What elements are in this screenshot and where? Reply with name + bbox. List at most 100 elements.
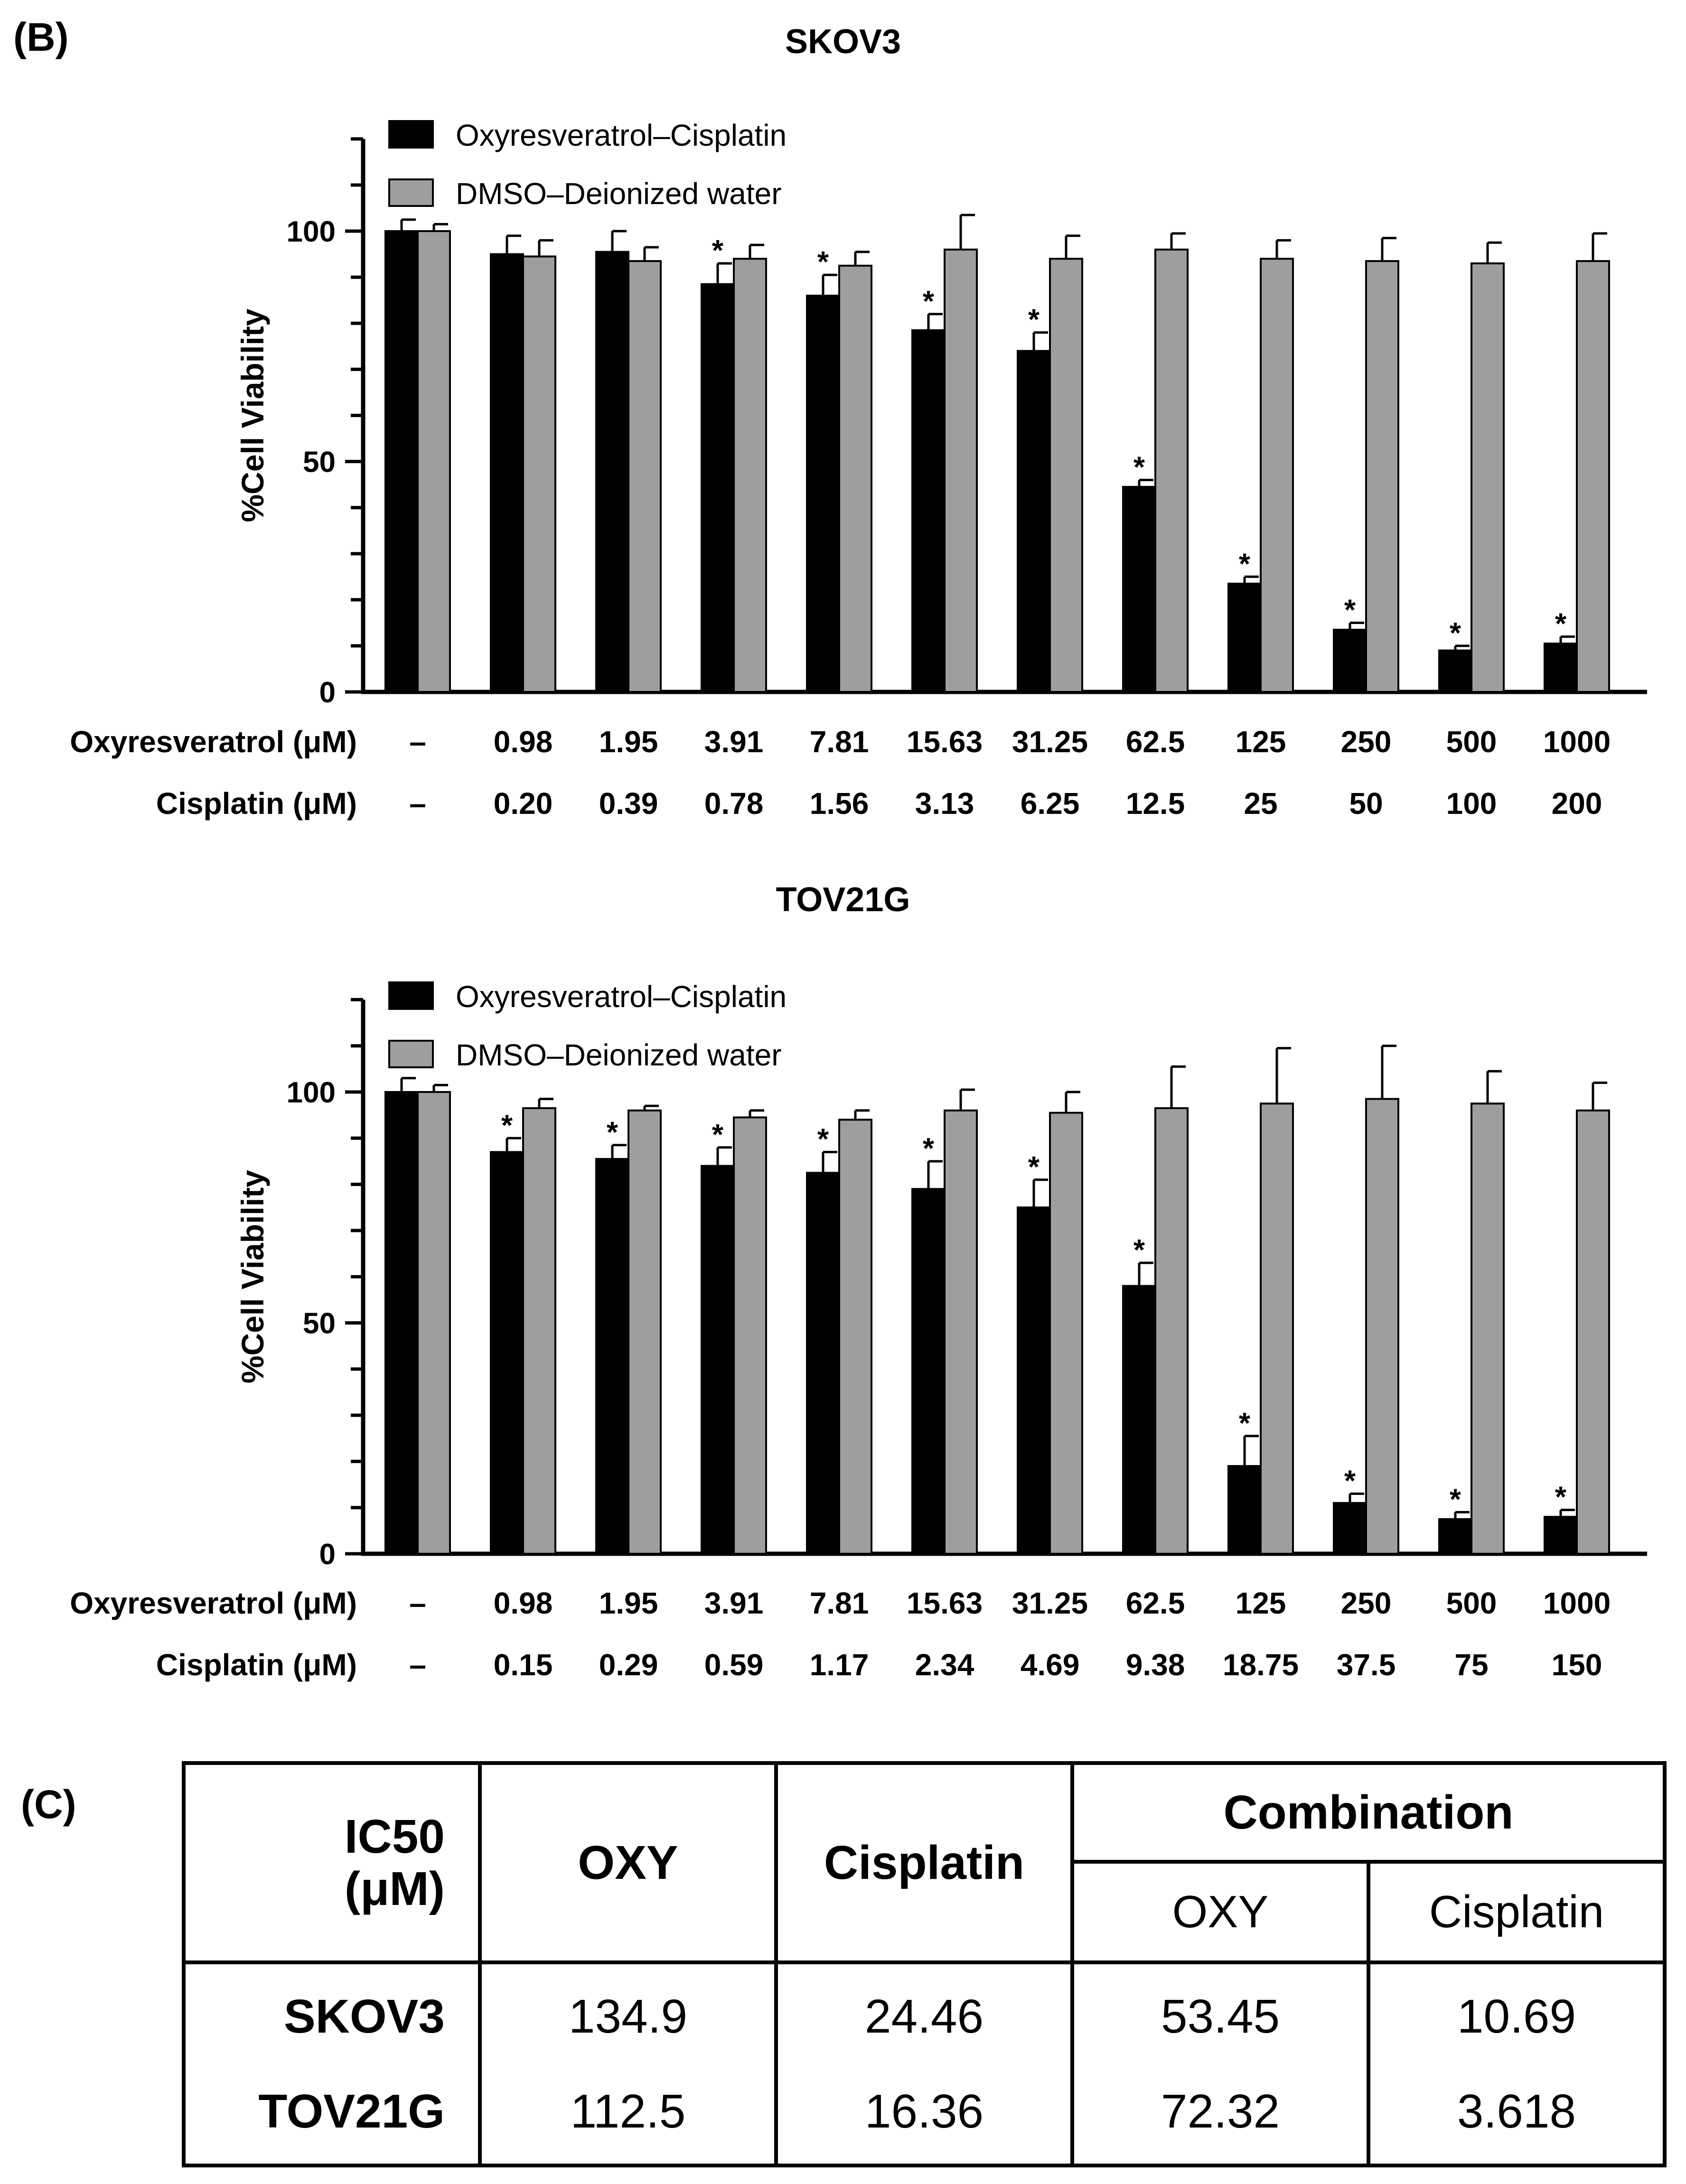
cisplatin-dose-label: 3.13 bbox=[915, 786, 974, 821]
significance-asterisk: * bbox=[712, 1119, 724, 1151]
cisplatin-dose-label: 1.17 bbox=[810, 1648, 869, 1682]
y-tick-label: 0 bbox=[319, 1538, 336, 1571]
bar-combination bbox=[384, 1091, 419, 1555]
bar-control bbox=[838, 264, 872, 693]
ic50-cell: 24.46 bbox=[774, 1960, 1074, 2064]
bar-control bbox=[944, 248, 978, 693]
bar-combination bbox=[1438, 1518, 1472, 1555]
cisplatin-dose-label: 2.34 bbox=[915, 1648, 974, 1682]
bar-combination bbox=[701, 283, 735, 693]
oxy-dose-label: 125 bbox=[1236, 1586, 1286, 1620]
bar-combination bbox=[1544, 643, 1578, 693]
bar-control bbox=[1260, 258, 1294, 693]
oxy-dose-label: 1000 bbox=[1543, 1586, 1611, 1620]
bar-combination bbox=[1544, 1516, 1578, 1555]
ic50-row-label: TOV21G bbox=[182, 2064, 482, 2167]
bar-control bbox=[1154, 248, 1189, 693]
cisplatin-row-label: Cisplatin (μM) bbox=[156, 1648, 357, 1682]
bar-control bbox=[417, 1091, 451, 1555]
significance-asterisk: * bbox=[1133, 451, 1145, 484]
cisplatin-dose-label: 37.5 bbox=[1337, 1648, 1396, 1682]
oxy-dose-label: 7.81 bbox=[810, 725, 869, 759]
ic50-corner-line2: (μM) bbox=[344, 1862, 445, 1915]
y-tick-label: 50 bbox=[303, 1307, 336, 1340]
significance-asterisk: * bbox=[1450, 1483, 1461, 1516]
bar-control bbox=[628, 1109, 662, 1555]
ic50-sub-oxy: OXY bbox=[1070, 1860, 1370, 1964]
bar-combination bbox=[1017, 1206, 1051, 1555]
ic50-table: IC50 (μM) OXY Cisplatin Combination OXY … bbox=[182, 1761, 1667, 2167]
ic50-cell: 134.9 bbox=[478, 1960, 778, 2064]
legend-label-series-2: DMSO–Deionized water bbox=[456, 1038, 782, 1072]
significance-asterisk: * bbox=[1555, 607, 1567, 640]
bar-combination bbox=[1227, 1465, 1262, 1555]
bar-combination bbox=[911, 1188, 946, 1555]
cisplatin-dose-label: 0.15 bbox=[494, 1648, 553, 1682]
bar-combination bbox=[490, 253, 524, 693]
oxy-row-label: Oxyresveratrol (μM) bbox=[70, 1586, 357, 1620]
bar-combination bbox=[490, 1151, 524, 1555]
significance-asterisk: * bbox=[1344, 1465, 1356, 1498]
bar-combination bbox=[806, 1172, 840, 1555]
significance-asterisk: * bbox=[1028, 304, 1040, 336]
bar-control bbox=[838, 1119, 872, 1555]
chart-title: SKOV3 bbox=[785, 23, 901, 61]
cisplatin-dose-label: 4.69 bbox=[1021, 1648, 1080, 1682]
oxy-dose-label: 1.95 bbox=[599, 1586, 658, 1620]
ic50-col-combination: Combination bbox=[1070, 1761, 1667, 1864]
significance-asterisk: * bbox=[923, 285, 935, 318]
cisplatin-dose-label: 0.20 bbox=[494, 786, 553, 821]
bar-combination bbox=[1122, 1285, 1156, 1555]
chart-skov3: SKOV3 0 50 100 %Cell Viability Oxyresveratrol… bbox=[70, 23, 1647, 821]
bar-control bbox=[1471, 262, 1505, 693]
ic50-row-skov3: SKOV3 134.9 24.46 53.45 10.69 bbox=[182, 1960, 1667, 2064]
oxy-dose-label: 1000 bbox=[1543, 725, 1611, 759]
oxy-dose-label: 250 bbox=[1341, 725, 1392, 759]
legend-swatch-series-2 bbox=[388, 1040, 434, 1068]
cisplatin-dose-label: 18.75 bbox=[1223, 1648, 1299, 1682]
significance-asterisk: * bbox=[1450, 617, 1461, 650]
bar-control bbox=[1049, 1111, 1083, 1555]
ic50-row-tov21g: TOV21G 112.5 16.36 72.32 3.618 bbox=[182, 2064, 1667, 2167]
legend-swatch-series-1 bbox=[388, 981, 434, 1010]
chart-tov21g: TOV21G 0 50 100 %Cell Viability Oxyresveratro… bbox=[70, 881, 1647, 1682]
oxy-dose-label: 7.81 bbox=[810, 1586, 869, 1620]
legend-swatch-series-1 bbox=[388, 120, 434, 149]
bar-combination bbox=[806, 294, 840, 693]
oxy-dose-label: 500 bbox=[1446, 1586, 1497, 1620]
significance-asterisk: * bbox=[1239, 1407, 1251, 1440]
ic50-cell: 72.32 bbox=[1070, 2064, 1370, 2167]
bar-combination bbox=[595, 1158, 629, 1555]
significance-asterisk: * bbox=[817, 1123, 829, 1156]
panel-c-label: (C) bbox=[21, 1782, 76, 1827]
ic50-row-label: SKOV3 bbox=[182, 1960, 482, 2064]
oxy-dose-label: 62.5 bbox=[1126, 725, 1185, 759]
y-tick-label: 100 bbox=[287, 215, 336, 248]
y-tick-label: 50 bbox=[303, 446, 336, 479]
oxy-dose-label: 31.25 bbox=[1012, 725, 1088, 759]
significance-asterisk: * bbox=[1239, 548, 1251, 580]
y-tick-label: 0 bbox=[319, 676, 336, 709]
oxy-dose-label: 15.63 bbox=[907, 725, 983, 759]
ic50-cell: 16.36 bbox=[774, 2064, 1074, 2167]
ic50-sub-cisplatin: Cisplatin bbox=[1367, 1860, 1667, 1964]
bar-combination bbox=[384, 230, 419, 693]
bar-control bbox=[1365, 1098, 1399, 1555]
oxy-dose-label: 125 bbox=[1236, 725, 1286, 759]
cisplatin-dose-label: 75 bbox=[1454, 1648, 1488, 1682]
oxy-dose-label: 500 bbox=[1446, 725, 1497, 759]
oxy-dose-label: 0.98 bbox=[494, 1586, 553, 1620]
oxy-dose-label: 0.98 bbox=[494, 725, 553, 759]
bar-control bbox=[944, 1109, 978, 1555]
bar-combination bbox=[1017, 350, 1051, 693]
oxy-dose-label: 62.5 bbox=[1126, 1586, 1185, 1620]
bar-control bbox=[522, 1107, 556, 1555]
ic50-corner-header: IC50 (μM) bbox=[182, 1761, 482, 1964]
significance-asterisk: * bbox=[1028, 1151, 1040, 1184]
bar-combination bbox=[1333, 628, 1367, 693]
oxy-dose-label: 31.25 bbox=[1012, 1586, 1088, 1620]
cisplatin-dose-label: 0.59 bbox=[704, 1648, 764, 1682]
cisplatin-dose-label: 150 bbox=[1552, 1648, 1602, 1682]
oxy-dose-label: 250 bbox=[1341, 1586, 1392, 1620]
oxy-dose-label: 3.91 bbox=[704, 725, 764, 759]
